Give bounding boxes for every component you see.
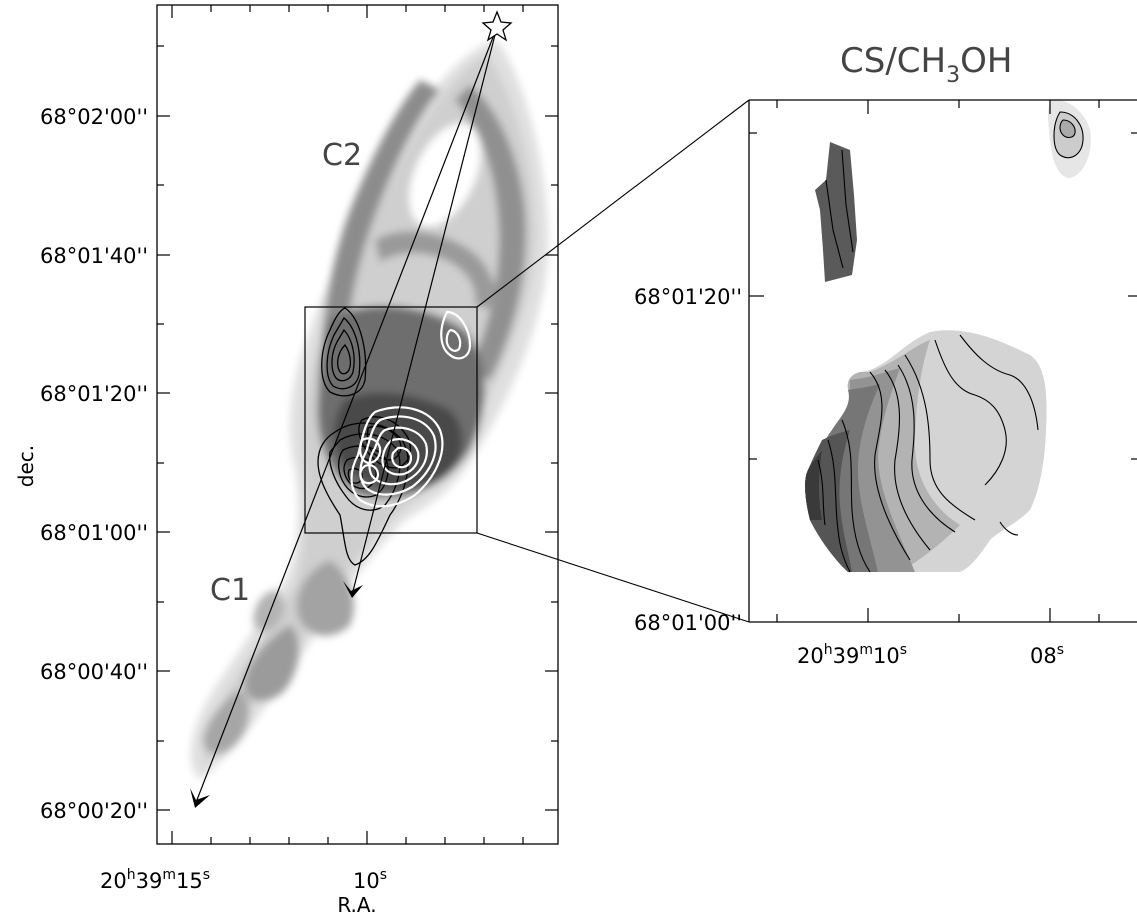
right-panel-title: CS/CH3OH [840,41,1012,88]
region-label-c2: C2 [322,138,362,173]
ratio-blob-main [805,330,1047,573]
ratio-blob-north [1048,99,1091,178]
left-dec-label-1: 68°01'40'' [40,244,148,268]
right-ra-label-major: 20h39m10s [797,642,907,668]
region-label-c1: C1 [210,573,250,608]
arrowhead-c1 [190,788,210,808]
right-ra-label-minor: 08s [1030,642,1064,668]
left-panel: 68°02'00'' 68°01'40'' 68°01'20'' 68°01'0… [14,4,559,917]
zoom-box [304,306,478,534]
right-dec-label-1: 68°01'00'' [634,611,742,635]
white-contours [350,310,472,508]
y-axis-label: dec. [14,445,38,487]
right-dec-label-0: 68°01'20'' [634,285,742,309]
arrowhead-c2 [343,581,363,598]
left-dec-label-0: 68°02'00'' [40,105,148,129]
left-ra-ticks [171,5,524,844]
right-ra-ticks [776,100,1100,622]
zoom-connectors [476,99,750,623]
left-ra-label-major: 20h39m15s [100,867,210,893]
left-dec-ticks [157,45,558,811]
x-axis-label: R.A. [337,893,376,917]
left-ra-label-minor: 10s [353,867,387,893]
ratio-strip-west [815,142,857,282]
right-panel: CS/CH3OH 68°01'20'' 68°01'00'' 20h39m10s [634,41,1137,668]
source-star-icon [481,10,513,42]
greyscale-emission-map [190,40,549,780]
left-dec-label-2: 68°01'20'' [40,382,148,406]
left-dec-label-5: 68°00'20'' [40,799,148,823]
arrow-line-c2 [351,26,498,596]
outflow-arrows [194,26,498,806]
right-dec-ticks [749,132,1137,460]
arrow-line-c1 [194,26,498,806]
left-dec-label-4: 68°00'40'' [40,660,148,684]
left-dec-label-3: 68°01'00'' [40,521,148,545]
left-frame [156,4,559,845]
